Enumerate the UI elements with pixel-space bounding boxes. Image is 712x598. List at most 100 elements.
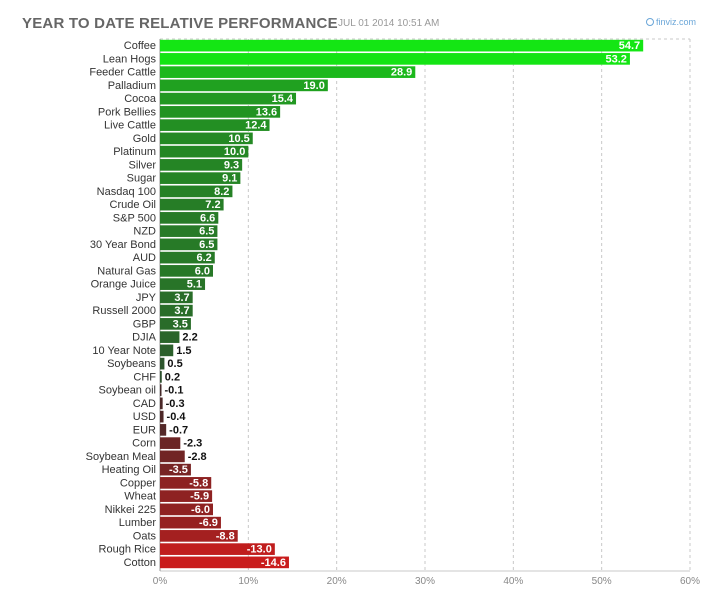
value-label: 9.3 bbox=[224, 159, 239, 171]
x-tick-label: 30% bbox=[415, 576, 435, 587]
value-label: -3.5 bbox=[169, 464, 188, 476]
category-label: S&P 500 bbox=[113, 212, 156, 224]
bar bbox=[160, 265, 213, 277]
value-label: 0.2 bbox=[165, 371, 180, 383]
category-label: Platinum bbox=[113, 146, 156, 158]
bar bbox=[160, 477, 212, 489]
brand-label: finviz.com bbox=[656, 17, 697, 27]
value-label: 28.9 bbox=[391, 67, 412, 79]
value-label: 53.2 bbox=[606, 53, 627, 65]
value-label: -6.0 bbox=[191, 504, 210, 516]
bar bbox=[160, 53, 630, 65]
category-label: Palladium bbox=[108, 80, 156, 92]
value-label: 10.0 bbox=[224, 146, 245, 158]
category-label: Corn bbox=[132, 438, 156, 450]
value-label: -8.8 bbox=[216, 530, 235, 542]
value-label: -5.9 bbox=[190, 491, 209, 503]
category-label: JPY bbox=[136, 292, 157, 304]
bar-layer bbox=[160, 39, 644, 569]
value-label: 3.5 bbox=[173, 318, 188, 330]
category-label: Natural Gas bbox=[97, 265, 156, 277]
bar bbox=[160, 291, 193, 304]
category-label: CAD bbox=[133, 398, 156, 410]
category-label: EUR bbox=[133, 424, 156, 436]
value-label: 3.7 bbox=[174, 292, 189, 304]
value-label: 1.5 bbox=[176, 345, 191, 357]
bar bbox=[160, 516, 221, 529]
x-tick-label: 40% bbox=[503, 576, 523, 587]
category-label: 30 Year Bond bbox=[90, 239, 156, 251]
value-label: -0.3 bbox=[166, 398, 185, 410]
category-label: Nasdaq 100 bbox=[97, 186, 156, 198]
bar bbox=[160, 251, 215, 264]
bar bbox=[160, 145, 249, 158]
bar bbox=[160, 424, 167, 436]
bar bbox=[160, 450, 185, 463]
value-label: 6.2 bbox=[196, 252, 211, 264]
category-label: Pork Bellies bbox=[98, 106, 157, 118]
category-label: Coffee bbox=[124, 40, 156, 52]
bar bbox=[160, 185, 233, 198]
category-label: Wheat bbox=[124, 491, 156, 503]
bar bbox=[160, 225, 218, 237]
bar bbox=[160, 159, 243, 171]
value-label: 6.0 bbox=[195, 265, 210, 277]
value-label: 15.4 bbox=[272, 93, 294, 105]
x-tick-label: 50% bbox=[592, 576, 612, 587]
value-label: 12.4 bbox=[245, 120, 267, 132]
bar bbox=[160, 238, 218, 251]
category-label: Soybean Meal bbox=[86, 451, 156, 463]
value-label: -2.3 bbox=[183, 438, 202, 450]
bar bbox=[160, 92, 297, 105]
bar bbox=[160, 79, 328, 92]
bar bbox=[160, 278, 206, 290]
bar bbox=[160, 490, 213, 502]
category-label: Rough Rice bbox=[99, 544, 156, 556]
category-label: Silver bbox=[128, 159, 156, 171]
value-label: -0.7 bbox=[169, 424, 188, 436]
value-label: 6.6 bbox=[200, 212, 215, 224]
bar bbox=[160, 371, 162, 383]
tick-layer: 0% 10% 20% 30% 40% 50% 60% bbox=[153, 576, 700, 587]
bar bbox=[160, 318, 191, 330]
value-label: -0.1 bbox=[165, 385, 184, 397]
bar bbox=[160, 437, 181, 449]
value-label: 9.1 bbox=[222, 173, 237, 185]
category-label: Russell 2000 bbox=[92, 305, 156, 317]
category-label: Lumber bbox=[119, 517, 157, 529]
category-label: Soybean oil bbox=[99, 385, 157, 397]
value-label: -0.4 bbox=[167, 411, 187, 423]
category-label: Crude Oil bbox=[110, 199, 156, 211]
brand-link[interactable]: finviz.com bbox=[646, 17, 696, 27]
bar bbox=[160, 304, 193, 317]
category-label: Gold bbox=[133, 133, 156, 145]
category-label: Heating Oil bbox=[102, 464, 156, 476]
value-label: -5.8 bbox=[189, 477, 208, 489]
bar bbox=[160, 212, 219, 224]
value-label: 6.5 bbox=[199, 226, 214, 238]
category-label: Sugar bbox=[127, 173, 157, 185]
value-label: 13.6 bbox=[256, 106, 277, 118]
bar bbox=[160, 543, 275, 555]
category-label: Orange Juice bbox=[91, 279, 156, 291]
bar bbox=[160, 384, 162, 396]
x-tick-label: 20% bbox=[327, 576, 347, 587]
category-label: Oats bbox=[133, 530, 157, 542]
bar bbox=[160, 503, 213, 516]
bar bbox=[160, 331, 180, 343]
value-label: 0.5 bbox=[167, 358, 182, 370]
value-label: 54.7 bbox=[619, 40, 640, 52]
bar bbox=[160, 410, 164, 423]
category-label: NZD bbox=[133, 226, 156, 238]
bar bbox=[160, 556, 289, 569]
category-label: Live Cattle bbox=[104, 120, 156, 132]
bar bbox=[160, 530, 238, 542]
value-label: 8.2 bbox=[214, 186, 229, 198]
category-label: Copper bbox=[120, 477, 156, 489]
category-label: USD bbox=[133, 411, 156, 423]
bar bbox=[160, 198, 224, 211]
x-tick-label: 0% bbox=[153, 576, 168, 587]
category-label: Cotton bbox=[124, 557, 156, 569]
bar bbox=[160, 66, 416, 78]
